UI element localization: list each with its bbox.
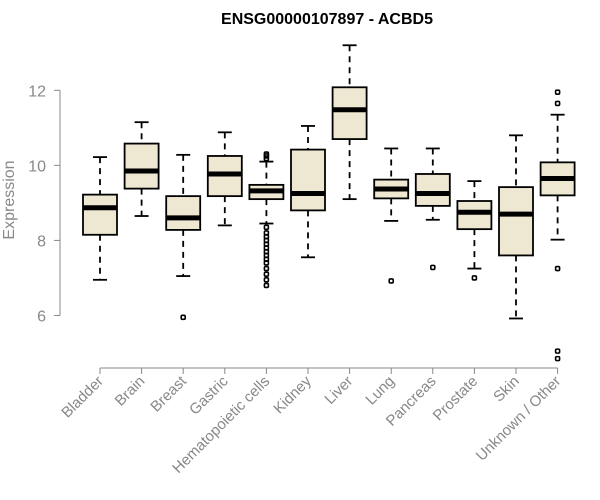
y-tick-label: 12 bbox=[28, 83, 46, 100]
box-iqr bbox=[414, 173, 451, 207]
box-gastric bbox=[206, 131, 243, 227]
outlier-point bbox=[263, 224, 270, 231]
box-skin bbox=[498, 134, 534, 320]
y-tick-label: 10 bbox=[28, 158, 46, 175]
outlier-point bbox=[263, 277, 270, 283]
box-iqr bbox=[456, 200, 493, 231]
box-liver bbox=[331, 44, 368, 201]
outlier-point bbox=[263, 265, 270, 272]
x-tick-label: Bladder bbox=[58, 373, 107, 422]
box-breast bbox=[165, 153, 202, 321]
outlier-point bbox=[554, 348, 561, 354]
box-kidney bbox=[290, 125, 326, 259]
box-iqr bbox=[82, 193, 118, 236]
box-iqr bbox=[165, 195, 202, 231]
x-tick-label: Brain bbox=[112, 373, 149, 410]
boxes-group bbox=[82, 44, 576, 362]
y-axis: 6 8 10 12 bbox=[28, 83, 61, 325]
outlier-point bbox=[263, 260, 270, 266]
outlier-point bbox=[180, 314, 186, 321]
outlier-point bbox=[388, 278, 395, 284]
outlier-point bbox=[263, 155, 270, 162]
outlier-point bbox=[554, 89, 561, 95]
y-axis-label: Expression bbox=[1, 160, 18, 239]
outlier-point bbox=[471, 275, 478, 281]
chart-title: ENSG00000107897 - ACBD5 bbox=[221, 11, 433, 28]
x-tick-label: Skin bbox=[490, 373, 523, 406]
box-bladder bbox=[82, 156, 118, 281]
box-prostate bbox=[456, 180, 493, 281]
outlier-point bbox=[263, 271, 270, 277]
outlier-point bbox=[263, 153, 270, 159]
outlier-point bbox=[429, 264, 436, 271]
box-pancreas bbox=[414, 147, 451, 271]
box-iqr bbox=[331, 86, 368, 140]
x-tick-label: Lung bbox=[362, 373, 398, 409]
x-tick-label: Breast bbox=[147, 372, 190, 415]
x-tick-label: Prostate bbox=[430, 373, 482, 425]
box-lung bbox=[373, 147, 410, 284]
y-tick-label: 6 bbox=[37, 308, 46, 325]
box-hematopoietic-cells bbox=[248, 151, 285, 289]
outlier-point bbox=[554, 355, 561, 362]
y-tick-label: 8 bbox=[37, 233, 46, 250]
box-unknown-other bbox=[539, 89, 576, 362]
x-tick-label: Kidney bbox=[270, 372, 315, 417]
box-brain bbox=[123, 121, 160, 217]
outlier-point bbox=[263, 282, 270, 289]
box-iqr bbox=[290, 148, 326, 212]
outlier-point bbox=[554, 100, 561, 107]
x-tick-label: Liver bbox=[321, 373, 356, 408]
box-iqr bbox=[123, 142, 160, 190]
outlier-point bbox=[554, 265, 561, 272]
box-iqr bbox=[498, 186, 534, 257]
